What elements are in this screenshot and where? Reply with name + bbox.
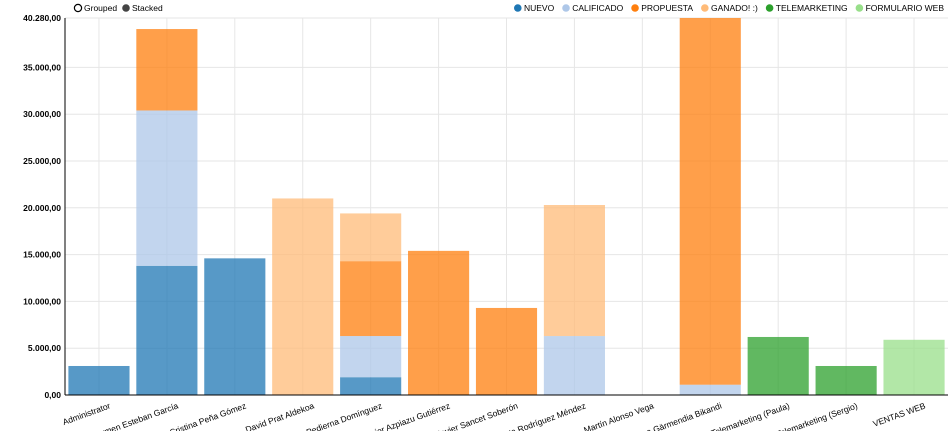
legend-swatch-icon[interactable] xyxy=(765,4,774,12)
legend-item-nuevo[interactable]: NUEVO xyxy=(513,3,555,13)
bar-ganado-diego-pedierna-dom-nguez[interactable] xyxy=(340,213,402,262)
legend-label[interactable]: TELEMARKETING xyxy=(776,3,848,13)
grouped-radio-icon[interactable] xyxy=(73,3,83,13)
legend-swatch-icon[interactable] xyxy=(631,4,639,12)
x-tick-label: Administrator xyxy=(61,400,112,427)
legend-item-propuesta[interactable]: PROPUESTA xyxy=(631,3,693,13)
bar-calificado-nerea-g-rmendia-bikandi[interactable] xyxy=(679,384,741,395)
bar-propuesta-javier-azpiazu-guti-rrez[interactable] xyxy=(408,250,470,395)
y-tick-label: 25.000,00 xyxy=(23,156,61,166)
bar-telemarketing-telemarketing-paula[interactable] xyxy=(747,336,809,395)
y-tick-label: 40.280,00 xyxy=(23,13,61,23)
x-tick-label: Cristina Peña Gómez xyxy=(168,400,247,431)
stacked-label[interactable]: Stacked xyxy=(132,3,163,13)
legend-swatch-icon[interactable] xyxy=(562,4,570,12)
y-tick-label: 0,00 xyxy=(44,390,61,400)
bar-calificado-marta-rodr-guez-m-ndez[interactable] xyxy=(543,336,605,395)
bar-nuevo-administrator[interactable] xyxy=(68,365,130,395)
y-tick-label: 20.000,00 xyxy=(23,203,61,213)
legend-item-formulario-web[interactable]: FORMULARIO WEB xyxy=(855,3,945,13)
legend-label[interactable]: PROPUESTA xyxy=(641,3,693,13)
y-tick-label: 10.000,00 xyxy=(23,296,61,306)
legend-swatch-icon[interactable] xyxy=(855,4,864,12)
legend-item-calificado[interactable]: CALIFICADO xyxy=(562,3,624,13)
legend-swatch-icon[interactable] xyxy=(513,4,522,12)
bar-telemarketing-telemarketing-sergio[interactable] xyxy=(815,365,877,395)
legend: NUEVO CALIFICADO PROPUESTA GANADO! :) TELEMA… xyxy=(513,3,945,13)
bar-propuesta-diego-pedierna-dom-nguez[interactable] xyxy=(340,261,402,337)
bar-calificado-diego-pedierna-dom-nguez[interactable] xyxy=(340,336,402,378)
x-tick-label: David Prat Aldekoa xyxy=(244,400,316,431)
stacked-radio-icon[interactable] xyxy=(122,4,130,12)
bar-nuevo-diego-pedierna-dom-nguez[interactable] xyxy=(340,377,402,395)
x-tick-label: VENTAS WEB xyxy=(872,400,928,428)
bar-calificado-carmen-esteban-garc-a[interactable] xyxy=(136,110,198,266)
axes xyxy=(64,18,948,396)
legend-item-telemarketing[interactable]: TELEMARKETING xyxy=(765,3,848,13)
bar-ganado-david-prat-aldekoa[interactable] xyxy=(272,198,334,395)
legend-label[interactable]: NUEVO xyxy=(524,3,555,13)
x-tick-label: Telemarketing (Paula) xyxy=(710,400,791,431)
bar-propuesta-nerea-g-rmendia-bikandi[interactable] xyxy=(679,18,741,385)
y-tick-label: 35.000,00 xyxy=(23,62,61,72)
bar-ganado-marta-rodr-guez-m-ndez[interactable] xyxy=(543,205,605,337)
legend-item-ganado[interactable]: GANADO! :) xyxy=(701,3,758,13)
legend-label[interactable]: GANADO! :) xyxy=(711,3,758,13)
bars xyxy=(68,18,945,395)
bar-formulario-web-ventas-web[interactable] xyxy=(883,339,945,395)
legend-label[interactable]: CALIFICADO xyxy=(572,3,623,13)
mode-control-grouped[interactable]: Grouped xyxy=(73,3,117,13)
legend-label[interactable]: FORMULARIO WEB xyxy=(866,3,945,13)
bar-nuevo-cristina-pe-a-g-mez[interactable] xyxy=(204,258,266,395)
x-tick-label: Martín Alonso Vega xyxy=(582,400,655,431)
y-axis-ticks: 0,00 5.000,00 10.000,00 15.000,00 20.000,00 2… xyxy=(23,13,61,400)
bar-propuesta-javier-sancet-sober-n[interactable] xyxy=(475,307,538,395)
y-tick-label: 5.000,00 xyxy=(28,343,61,353)
mode-control-stacked[interactable]: Stacked xyxy=(122,3,163,13)
legend-swatch-icon[interactable] xyxy=(701,4,709,12)
bar-nuevo-carmen-esteban-garc-a[interactable] xyxy=(136,265,198,395)
grouped-label[interactable]: Grouped xyxy=(84,3,117,13)
y-tick-label: 30.000,00 xyxy=(23,109,61,119)
y-tick-label: 15.000,00 xyxy=(23,250,61,260)
bar-propuesta-carmen-esteban-garc-a[interactable] xyxy=(136,29,198,111)
